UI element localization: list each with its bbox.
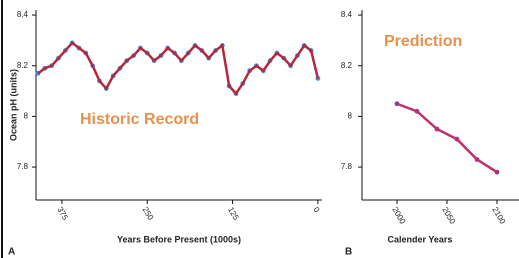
data-line	[397, 104, 497, 172]
y-tick-label: 8	[24, 112, 29, 121]
x-axis-label: Calender Years	[388, 234, 453, 244]
x-tick-label: 2100	[490, 206, 507, 226]
x-tick-label: 375	[55, 206, 70, 223]
x-tick-label: 2050	[440, 206, 457, 226]
panel-label: A	[8, 247, 15, 258]
x-axis-label: Years Before Present (1000s)	[117, 234, 241, 244]
y-tick-label: 8.2	[17, 61, 29, 70]
panel-label: B	[345, 247, 352, 258]
x-tick-label: 2000	[390, 206, 407, 226]
y-tick-label: 8	[348, 112, 353, 121]
annotation: Prediction	[384, 33, 462, 50]
x-tick-label: 250	[141, 206, 156, 223]
y-tick-label: 8.4	[341, 10, 353, 19]
x-tick-label: 125	[226, 206, 241, 223]
y-axis-label: Ocean pH (units)	[8, 69, 18, 141]
figure: Ocean pH (units) 8.4 8.2 8 7.8 375 250 125 0 His…	[0, 0, 519, 258]
y-tick-label: 8.2	[341, 61, 353, 70]
y-tick-label: 7.8	[17, 162, 29, 171]
y-tick-label: 8.4	[17, 10, 29, 19]
x-tick-label: 0	[311, 206, 321, 215]
data-line	[38, 43, 318, 94]
annotation: Historic Record	[80, 111, 199, 128]
y-tick-label: 7.8	[341, 162, 353, 171]
